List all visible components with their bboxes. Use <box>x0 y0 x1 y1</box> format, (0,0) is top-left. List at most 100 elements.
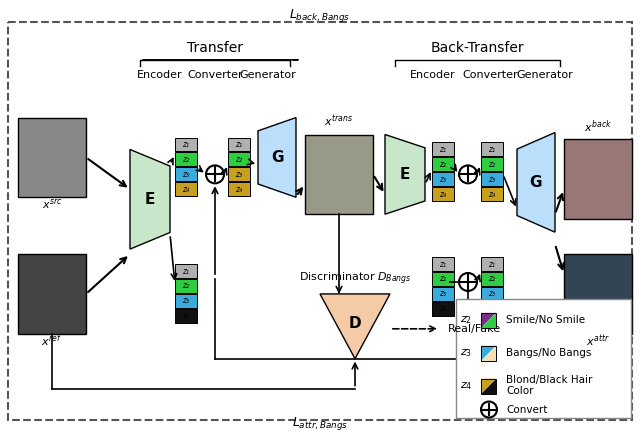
Polygon shape <box>481 313 496 328</box>
Text: Converter: Converter <box>462 70 518 80</box>
Bar <box>481 142 503 156</box>
Bar <box>481 302 503 316</box>
Bar <box>481 346 496 361</box>
Text: z₃: z₃ <box>440 289 447 299</box>
Text: z₃: z₃ <box>182 170 189 179</box>
Polygon shape <box>130 149 170 249</box>
Text: E: E <box>145 192 155 207</box>
Bar <box>175 138 197 151</box>
Bar <box>432 272 454 286</box>
Text: $\mathit{L}_{back,Bangs}$: $\mathit{L}_{back,Bangs}$ <box>289 7 351 24</box>
Text: D: D <box>349 316 362 331</box>
Text: z₁: z₁ <box>488 260 495 269</box>
Text: Generator: Generator <box>516 70 573 80</box>
Bar <box>481 313 496 328</box>
Bar <box>175 279 197 293</box>
Text: z₂: z₂ <box>488 160 495 169</box>
Text: z₄: z₄ <box>488 304 495 313</box>
Text: z₂: z₂ <box>440 274 447 283</box>
Text: Back-Transfer: Back-Transfer <box>430 41 524 55</box>
Text: $x^{back}$: $x^{back}$ <box>584 118 612 135</box>
Polygon shape <box>320 294 390 358</box>
Bar <box>175 264 197 278</box>
Bar <box>228 182 250 196</box>
Bar <box>432 257 454 271</box>
Text: Discriminator $D_{Bangs}$: Discriminator $D_{Bangs}$ <box>299 271 412 287</box>
Text: z₄: z₄ <box>488 190 495 199</box>
Text: z₂: z₂ <box>236 155 243 164</box>
Text: z₂: z₂ <box>182 155 189 164</box>
Bar <box>456 299 631 418</box>
Bar <box>432 142 454 156</box>
Text: $\mathit{L}_{attr,Bangs}$: $\mathit{L}_{attr,Bangs}$ <box>292 415 348 432</box>
Text: Encoder: Encoder <box>410 70 456 80</box>
Text: Bangs/No Bangs: Bangs/No Bangs <box>506 348 591 358</box>
Text: Smile/No Smile: Smile/No Smile <box>506 315 585 325</box>
Text: z₁: z₁ <box>488 145 495 154</box>
Text: z₁: z₁ <box>182 266 189 276</box>
Bar <box>175 182 197 196</box>
Bar <box>18 254 86 334</box>
Text: z₃: z₃ <box>440 175 447 184</box>
Bar <box>18 118 86 197</box>
Text: $x^{attr}$: $x^{attr}$ <box>586 333 610 349</box>
Text: z₃: z₃ <box>182 296 189 306</box>
Polygon shape <box>385 135 425 214</box>
Text: Real/Fake: Real/Fake <box>448 324 501 334</box>
Text: $z_3$: $z_3$ <box>460 347 472 358</box>
Bar <box>432 302 454 316</box>
Text: z₃: z₃ <box>236 170 243 179</box>
Bar <box>481 158 503 171</box>
Bar <box>481 187 503 201</box>
Polygon shape <box>481 346 496 361</box>
Text: z₃: z₃ <box>488 289 495 299</box>
Polygon shape <box>481 313 496 328</box>
Text: z₄: z₄ <box>440 304 447 313</box>
Bar <box>481 172 503 186</box>
Text: z₂: z₂ <box>440 160 447 169</box>
Bar <box>228 152 250 166</box>
Bar <box>175 152 197 166</box>
Bar <box>481 257 503 271</box>
Text: z₄: z₄ <box>236 185 243 194</box>
Text: Convert: Convert <box>506 404 547 414</box>
Text: E: E <box>400 167 410 182</box>
Text: Encoder: Encoder <box>137 70 183 80</box>
Text: $x^{src}$: $x^{src}$ <box>42 197 62 211</box>
Bar <box>432 287 454 301</box>
Bar <box>305 135 373 214</box>
Text: G: G <box>530 175 542 190</box>
Polygon shape <box>481 378 496 394</box>
Polygon shape <box>258 118 296 197</box>
Text: $z_2$: $z_2$ <box>460 314 472 326</box>
Polygon shape <box>517 132 555 232</box>
Text: $x^{ref}$: $x^{ref}$ <box>42 332 63 349</box>
Text: G: G <box>271 150 284 165</box>
Text: z₂: z₂ <box>488 274 495 283</box>
Text: z₁: z₁ <box>236 140 243 149</box>
Bar <box>432 158 454 171</box>
Bar <box>564 139 632 219</box>
Bar <box>228 138 250 151</box>
Text: z₄: z₄ <box>440 190 447 199</box>
Text: z₁: z₁ <box>182 140 189 149</box>
Bar <box>432 187 454 201</box>
Text: z₄: z₄ <box>182 185 189 194</box>
Text: $z_4$: $z_4$ <box>460 380 472 391</box>
Text: z₁: z₁ <box>440 145 447 154</box>
Bar <box>481 378 496 394</box>
Polygon shape <box>481 378 496 394</box>
Bar <box>481 272 503 286</box>
Bar <box>228 168 250 181</box>
Bar <box>175 294 197 308</box>
Text: Transfer: Transfer <box>187 41 243 55</box>
Text: z₄: z₄ <box>182 311 189 320</box>
Bar <box>564 254 632 334</box>
Bar <box>432 172 454 186</box>
Bar <box>175 168 197 181</box>
Polygon shape <box>481 346 496 361</box>
Text: Converter: Converter <box>187 70 243 80</box>
Text: Blond/Black Hair
Color: Blond/Black Hair Color <box>506 375 593 396</box>
Text: z₂: z₂ <box>182 282 189 290</box>
Text: $x^{trans}$: $x^{trans}$ <box>324 114 353 129</box>
